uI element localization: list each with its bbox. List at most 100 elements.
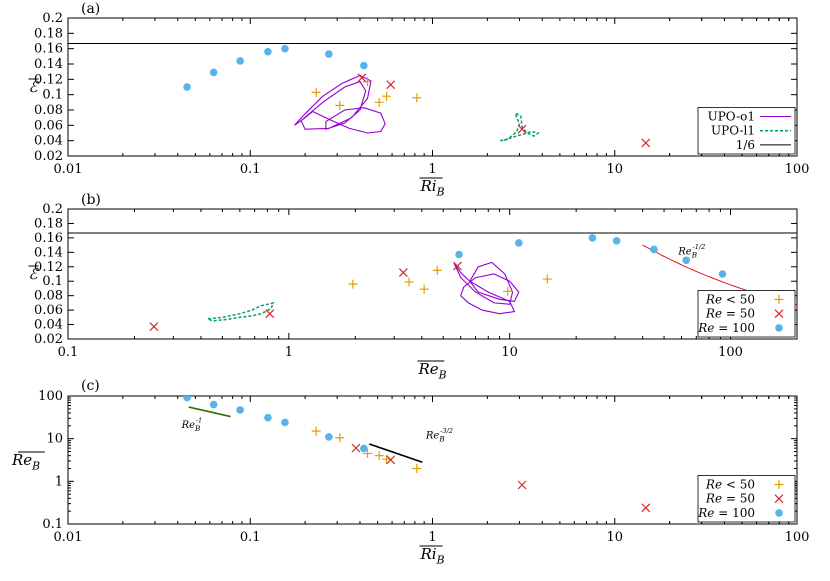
upo-o1-orbit xyxy=(453,261,520,315)
marker-dot xyxy=(183,396,191,402)
y-tick-label: 0.02 xyxy=(34,332,63,347)
series-lt50 xyxy=(311,426,422,473)
marker-dot xyxy=(325,433,333,441)
y-tick-label: 10 xyxy=(46,432,63,447)
annotation: ReB-3/2 xyxy=(425,427,453,444)
marker-cross xyxy=(386,455,396,465)
y-tick-label: 0.18 xyxy=(34,26,63,41)
y-tick-label: 0.14 xyxy=(34,57,63,72)
series-eq100 xyxy=(183,396,368,453)
y-tick-label: 0.16 xyxy=(34,42,63,57)
marker-dot xyxy=(183,83,191,91)
plot-frame xyxy=(67,208,798,340)
y-tick-label: 0.16 xyxy=(34,231,63,246)
marker-plus xyxy=(363,448,373,458)
marker-dot xyxy=(775,509,783,517)
y-tick-label: 0.06 xyxy=(34,303,63,318)
marker-cross xyxy=(351,443,361,453)
y-tick-label: 0.2 xyxy=(42,202,63,217)
y-tick-label: 0.04 xyxy=(34,134,63,149)
marker-cross xyxy=(453,261,462,271)
series-lt50 xyxy=(348,265,552,296)
x-tick-label: 100 xyxy=(785,162,810,177)
series-eq100 xyxy=(183,44,368,91)
x-tick-label: 0.01 xyxy=(54,162,83,177)
upo-o1-orbit xyxy=(294,74,386,134)
marker-dot xyxy=(682,256,691,265)
plot-frame xyxy=(67,395,798,525)
marker-plus xyxy=(311,426,321,436)
panel-b: 0.1 1 10 1000.020.040.060.080.10.120.140.16… xyxy=(28,192,798,382)
marker-cross xyxy=(517,124,527,134)
y-tick-label: 100 xyxy=(38,389,63,404)
series-lt50 xyxy=(311,77,422,110)
y-tick-label: 0.02 xyxy=(34,149,63,164)
marker-dot xyxy=(209,68,218,77)
legend-label: UPO-o1 xyxy=(708,110,755,124)
series-eq100 xyxy=(455,234,727,278)
x-ticks: 0.01 0.1 1 10 100 xyxy=(54,396,809,545)
marker-cross xyxy=(265,309,275,319)
y-tick-label: 0.12 xyxy=(34,72,63,87)
marker-plus xyxy=(382,91,392,101)
marker-cross xyxy=(774,494,784,504)
y-tick-label: 0.04 xyxy=(34,318,63,333)
marker-plus xyxy=(774,295,784,304)
marker-cross xyxy=(641,503,651,513)
x-tick-label: 10 xyxy=(501,345,518,360)
marker-plus xyxy=(432,265,442,275)
marker-plus xyxy=(374,97,384,107)
marker-plus xyxy=(419,284,429,294)
marker-plus xyxy=(363,77,373,87)
x-axis-label: RiB xyxy=(419,177,444,199)
y-axis-label: ℰ xyxy=(28,265,39,283)
upo-l1-orbit xyxy=(499,111,540,142)
y-tick-label: 0.06 xyxy=(34,118,63,133)
x-tick-label: 0.1 xyxy=(240,530,261,545)
marker-dot xyxy=(281,418,289,427)
y-axis-label: ReB xyxy=(11,451,40,473)
legend-label: Re < 50 xyxy=(705,293,755,307)
plot-area xyxy=(68,43,797,148)
x-axis-label: RiB xyxy=(419,545,444,567)
marker-cross xyxy=(386,80,396,90)
marker-dot xyxy=(236,406,244,414)
marker-cross xyxy=(517,480,527,490)
x-tick-label: 0.1 xyxy=(240,162,261,177)
marker-dot xyxy=(515,239,523,247)
marker-plus xyxy=(374,451,384,461)
marker-dot xyxy=(209,400,218,409)
y-ticks: 0.1 1 10 100 xyxy=(38,389,797,532)
legend-label: Re = 100 xyxy=(697,506,755,520)
marker-dot xyxy=(264,413,272,422)
x-tick-label: 100 xyxy=(718,345,743,360)
marker-plus xyxy=(335,100,345,110)
y-ticks: 0.020.040.060.080.10.120.140.160.180.2 xyxy=(34,202,797,347)
plot-frame xyxy=(67,17,798,157)
marker-plus xyxy=(311,87,321,97)
marker-dot xyxy=(325,50,333,58)
marker-plus xyxy=(412,93,422,103)
marker-plus xyxy=(503,286,513,296)
marker-cross xyxy=(357,73,367,83)
y-tick-label: 0.1 xyxy=(42,88,63,103)
legend-label: Re = 100 xyxy=(697,321,755,335)
marker-dot xyxy=(775,324,783,332)
x-axis-label: ReB xyxy=(417,360,446,382)
marker-plus xyxy=(335,433,345,443)
slope-line xyxy=(369,443,423,464)
marker-plus xyxy=(412,463,422,473)
legend-label: 1/6 xyxy=(736,138,755,152)
y-tick-label: 0.08 xyxy=(34,103,63,118)
plot-area xyxy=(183,396,651,513)
panel-label: (b) xyxy=(81,192,101,208)
marker-plus xyxy=(404,277,414,287)
marker-plus xyxy=(348,279,358,289)
series-eq50 xyxy=(351,443,651,513)
marker-plus xyxy=(542,274,552,284)
marker-dot xyxy=(718,270,727,278)
marker-dot xyxy=(612,236,621,245)
